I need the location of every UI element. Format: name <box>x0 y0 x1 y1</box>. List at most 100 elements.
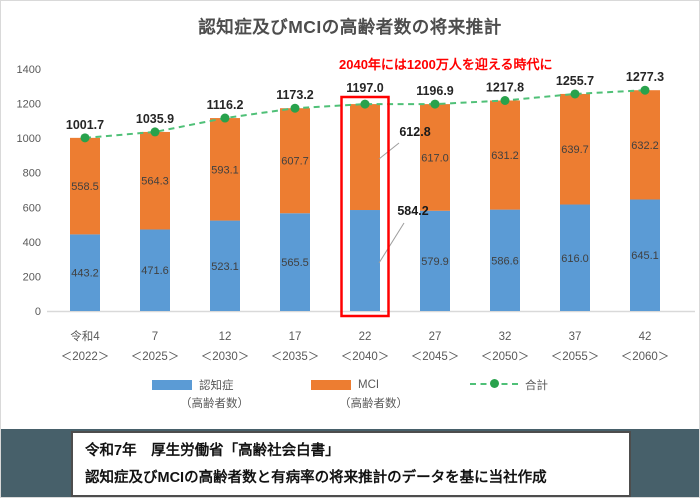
source-note-box: 令和7年 厚生労働省「高齢社会白書」 認知症及びMCIの高齢者数と有病率の将来推… <box>71 431 631 497</box>
bar-segment-mci <box>420 104 450 211</box>
bar-segment-dementia <box>280 213 310 311</box>
legend-item-dementia: 認知症 （高齢者数） <box>152 377 249 411</box>
dementia-value-label: 565.5 <box>281 257 309 269</box>
x-year-label: ＜2035＞ <box>271 351 320 363</box>
dementia-swatch-icon <box>152 380 192 390</box>
chart-title: 認知症及びMCIの高齢者数の将来推計 <box>198 17 502 37</box>
y-tick-label: 1400 <box>17 64 41 76</box>
leader-line-dementia <box>378 222 405 264</box>
total-value-label: 1277.3 <box>626 70 664 84</box>
mci-swatch-icon <box>311 380 351 390</box>
total-value-label: 1196.9 <box>416 84 454 98</box>
bar-segment-dementia <box>420 210 450 311</box>
total-line-marker <box>80 133 90 143</box>
x-year-label: ＜2022＞ <box>61 351 110 363</box>
total-value-label: 1173.2 <box>276 88 314 102</box>
dementia-value-label: 579.9 <box>421 256 449 268</box>
total-line-marker <box>150 127 160 137</box>
bar-segment-dementia <box>490 209 520 311</box>
mci-value-label: 593.1 <box>211 164 239 176</box>
y-tick-label: 800 <box>23 168 41 180</box>
highlight-box-2040 <box>340 95 390 318</box>
legend: 認知症 （高齢者数） MCI （高齢者数） 合計 <box>1 377 699 411</box>
total-value-label: 1035.9 <box>136 112 174 126</box>
dementia-callout-label: 584.2 <box>397 204 428 218</box>
x-year-label: ＜2030＞ <box>201 351 250 363</box>
source-note-line1: 令和7年 厚生労働省「高齢社会白書」 <box>85 443 340 459</box>
total-line-marker <box>500 95 510 105</box>
mci-value-label: 631.2 <box>491 150 519 162</box>
mci-value-label: 607.7 <box>281 156 309 168</box>
bar-segment-dementia <box>210 220 240 311</box>
y-tick-label: 600 <box>23 202 41 214</box>
total-value-label: 1116.2 <box>207 98 244 112</box>
total-value-label: 1001.7 <box>66 118 104 132</box>
total-line-marker <box>640 85 650 95</box>
total-line-marker <box>220 113 230 123</box>
total-line-marker <box>360 99 370 109</box>
y-tick-label: 1200 <box>17 99 41 111</box>
x-era-label: 7 <box>152 331 158 343</box>
mci-callout-label: 612.8 <box>399 125 430 139</box>
x-era-label: 42 <box>639 331 652 343</box>
total-value-label: 1255.7 <box>556 74 594 88</box>
y-tick-label: 200 <box>23 271 41 283</box>
total-line-marker <box>430 99 440 109</box>
legend-label-dementia: 認知症 <box>199 380 234 392</box>
mci-value-label: 617.0 <box>421 152 449 164</box>
mci-value-label: 564.3 <box>141 176 169 188</box>
legend-item-total: 合計 <box>470 377 548 393</box>
bar-segment-dementia <box>630 199 660 311</box>
total-value-label: 1197.0 <box>346 81 384 95</box>
x-era-label: 32 <box>499 331 512 343</box>
dementia-value-label: 586.6 <box>491 255 519 267</box>
y-tick-label: 1000 <box>17 133 41 145</box>
x-year-label: ＜2050＞ <box>481 351 530 363</box>
bar-segment-dementia <box>70 234 100 311</box>
bar-segment-mci <box>210 118 240 221</box>
bar-segment-dementia <box>140 229 170 311</box>
dementia-value-label: 471.6 <box>141 265 169 277</box>
total-line-marker <box>290 103 300 113</box>
legend-item-mci: MCI （高齢者数） <box>311 377 408 411</box>
legend-sublabel-mci: （高齢者数） <box>339 398 408 410</box>
bar-segment-mci <box>630 90 660 200</box>
x-year-label: ＜2045＞ <box>411 351 460 363</box>
bar-segment-mci <box>560 93 590 205</box>
x-era-label: 12 <box>219 331 232 343</box>
mci-value-label: 632.2 <box>631 140 659 152</box>
dementia-value-label: 645.1 <box>631 250 659 262</box>
bar-segment-mci <box>280 108 310 214</box>
chart-canvas: 0 200 400 600 800 1000 1200 1400 558.5 443.2 564.3… <box>17 64 695 363</box>
x-year-label: ＜2025＞ <box>131 351 180 363</box>
annotation-2040: 2040年には1200万人を迎える時代に <box>339 57 553 72</box>
mci-value-label: 558.5 <box>71 181 99 193</box>
total-line-swatch-icon <box>470 379 518 388</box>
source-note-line2: 認知症及びMCIの高齢者数と有病率の将来推計のデータを基に当社作成 <box>85 470 547 486</box>
bar-segment-mci <box>350 104 380 211</box>
total-value-label: 1217.8 <box>486 80 524 94</box>
bar-segment-dementia <box>560 204 590 311</box>
x-era-label: 37 <box>569 331 582 343</box>
x-era-label: 22 <box>359 331 372 343</box>
bar-segment-mci <box>70 137 100 235</box>
bar-segment-mci <box>490 100 520 210</box>
x-era-label: 令和4 <box>70 329 100 343</box>
footer-band: 令和7年 厚生労働省「高齢社会白書」 認知症及びMCIの高齢者数と有病率の将来推… <box>1 429 699 497</box>
x-era-label: 27 <box>429 331 442 343</box>
legend-label-mci: MCI <box>358 379 380 391</box>
y-tick-label: 400 <box>23 237 41 249</box>
dementia-value-label: 443.2 <box>71 268 99 280</box>
legend-sublabel-dementia: （高齢者数） <box>180 398 249 410</box>
bar-segment-mci <box>140 131 170 230</box>
x-year-label: ＜2060＞ <box>621 351 670 363</box>
bar-segment-dementia <box>350 210 380 311</box>
dementia-value-label: 616.0 <box>561 253 589 265</box>
dementia-value-label: 523.1 <box>211 261 239 273</box>
total-line-marker <box>570 89 580 99</box>
y-tick-label: 0 <box>35 306 41 318</box>
x-year-label: ＜2055＞ <box>551 351 600 363</box>
x-year-label: ＜2040＞ <box>341 351 390 363</box>
legend-label-total: 合計 <box>525 380 548 392</box>
